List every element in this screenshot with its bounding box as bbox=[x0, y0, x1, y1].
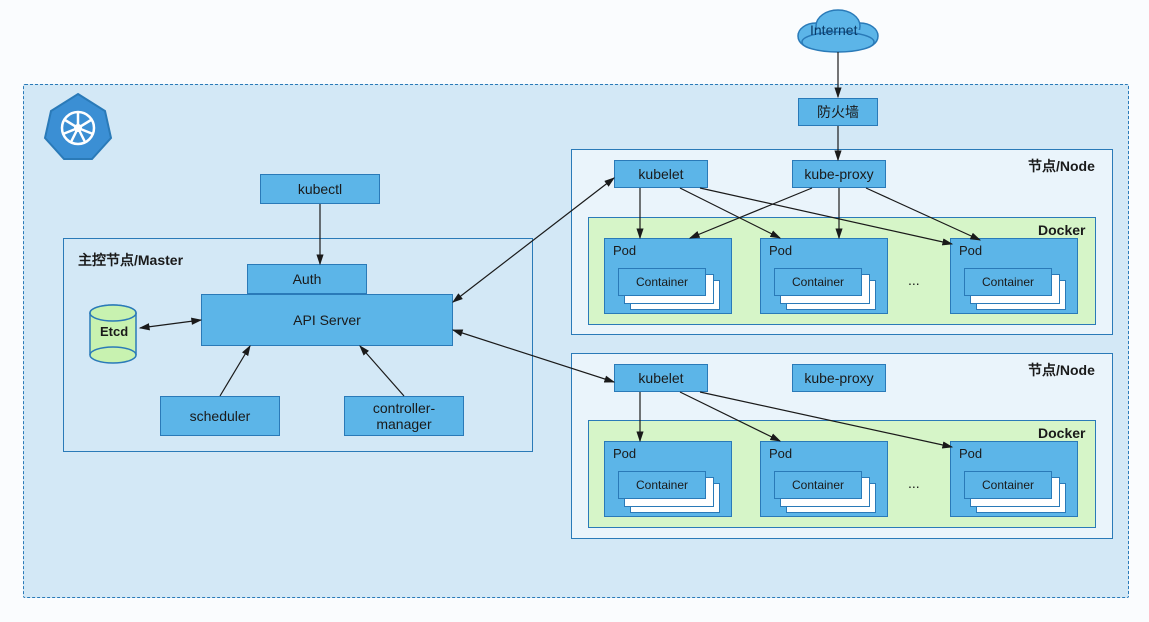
controller-manager-label: controller- manager bbox=[373, 400, 435, 432]
node1-kubeproxy: kube-proxy bbox=[792, 160, 886, 188]
node1-docker-label: Docker bbox=[1038, 222, 1085, 238]
apiserver-label: API Server bbox=[293, 312, 361, 328]
node1-title: 节点/Node bbox=[1028, 156, 1095, 176]
controller-manager-box: controller- manager bbox=[344, 396, 464, 436]
scheduler-label: scheduler bbox=[190, 408, 251, 424]
node2-docker-label: Docker bbox=[1038, 425, 1085, 441]
node1-container-0: Container bbox=[618, 268, 706, 296]
firewall-label: 防火墙 bbox=[817, 102, 859, 122]
pod-label: Pod bbox=[769, 243, 792, 258]
apiserver-box: API Server bbox=[201, 294, 453, 346]
node2-ellipsis: ... bbox=[908, 475, 920, 491]
node2-kubelet: kubelet bbox=[614, 364, 708, 392]
node2-container-1: Container bbox=[774, 471, 862, 499]
firewall-box: 防火墙 bbox=[798, 98, 878, 126]
kubectl-label: kubectl bbox=[298, 181, 342, 197]
pod-label: Pod bbox=[769, 446, 792, 461]
scheduler-box: scheduler bbox=[160, 396, 280, 436]
pod-label: Pod bbox=[613, 446, 636, 461]
pod-label: Pod bbox=[959, 446, 982, 461]
node2-container-2: Container bbox=[964, 471, 1052, 499]
node1-kubelet: kubelet bbox=[614, 160, 708, 188]
node2-kubelet-label: kubelet bbox=[638, 370, 683, 386]
node1-container-1: Container bbox=[774, 268, 862, 296]
node2-container-0: Container bbox=[618, 471, 706, 499]
node2-kubeproxy-label: kube-proxy bbox=[804, 370, 873, 386]
node1-kubeproxy-label: kube-proxy bbox=[804, 166, 873, 182]
node1-ellipsis: ... bbox=[908, 272, 920, 288]
node1-container-2: Container bbox=[964, 268, 1052, 296]
master-title: 主控节点/Master bbox=[78, 250, 183, 270]
kubectl-box: kubectl bbox=[260, 174, 380, 204]
auth-label: Auth bbox=[293, 271, 322, 287]
pod-label: Pod bbox=[613, 243, 636, 258]
etcd-label: Etcd bbox=[100, 324, 128, 339]
pod-label: Pod bbox=[959, 243, 982, 258]
node1-kubelet-label: kubelet bbox=[638, 166, 683, 182]
node2-kubeproxy: kube-proxy bbox=[792, 364, 886, 392]
auth-box: Auth bbox=[247, 264, 367, 294]
node2-title: 节点/Node bbox=[1028, 360, 1095, 380]
internet-label: Internet bbox=[810, 22, 857, 38]
